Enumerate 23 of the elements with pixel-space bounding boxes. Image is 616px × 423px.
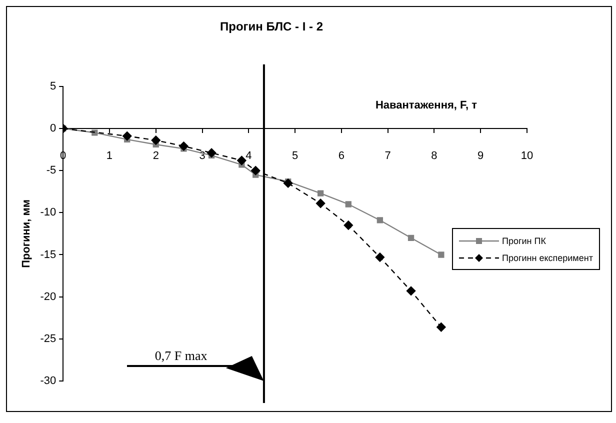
annotation: 0,7 F max [154,348,208,363]
x-tick-label: 5 [292,150,298,162]
chart-title: Прогин БЛС - I - 2 [220,20,324,34]
y-tick-label: -25 [40,332,56,345]
y-axis-title: Прогини, мм [20,199,33,268]
x-tick-label: 9 [478,150,484,162]
x-tick-label: 4 [246,150,252,162]
y-tick-label: -10 [40,206,56,219]
y-tick-label: -30 [40,375,56,388]
x-tick-label: 10 [520,150,534,162]
y-tick-label: 0 [50,122,56,135]
y-tick-label: -15 [40,248,56,261]
x-axis-title: Навантаження, F, т [375,99,478,112]
y-tick-label: -5 [46,164,56,177]
x-tick-label: 1 [106,150,113,162]
x-tick-label: 2 [152,150,159,162]
legend-label: Прогинн експеримент [502,252,593,262]
x-tick-label: 8 [431,150,438,162]
x-tick-label: 7 [384,150,391,162]
legend-label: Прогин ПК [502,236,546,246]
y-tick-label: -20 [40,290,56,303]
x-tick-label: 6 [338,150,344,162]
y-tick-label: 5 [50,80,56,92]
